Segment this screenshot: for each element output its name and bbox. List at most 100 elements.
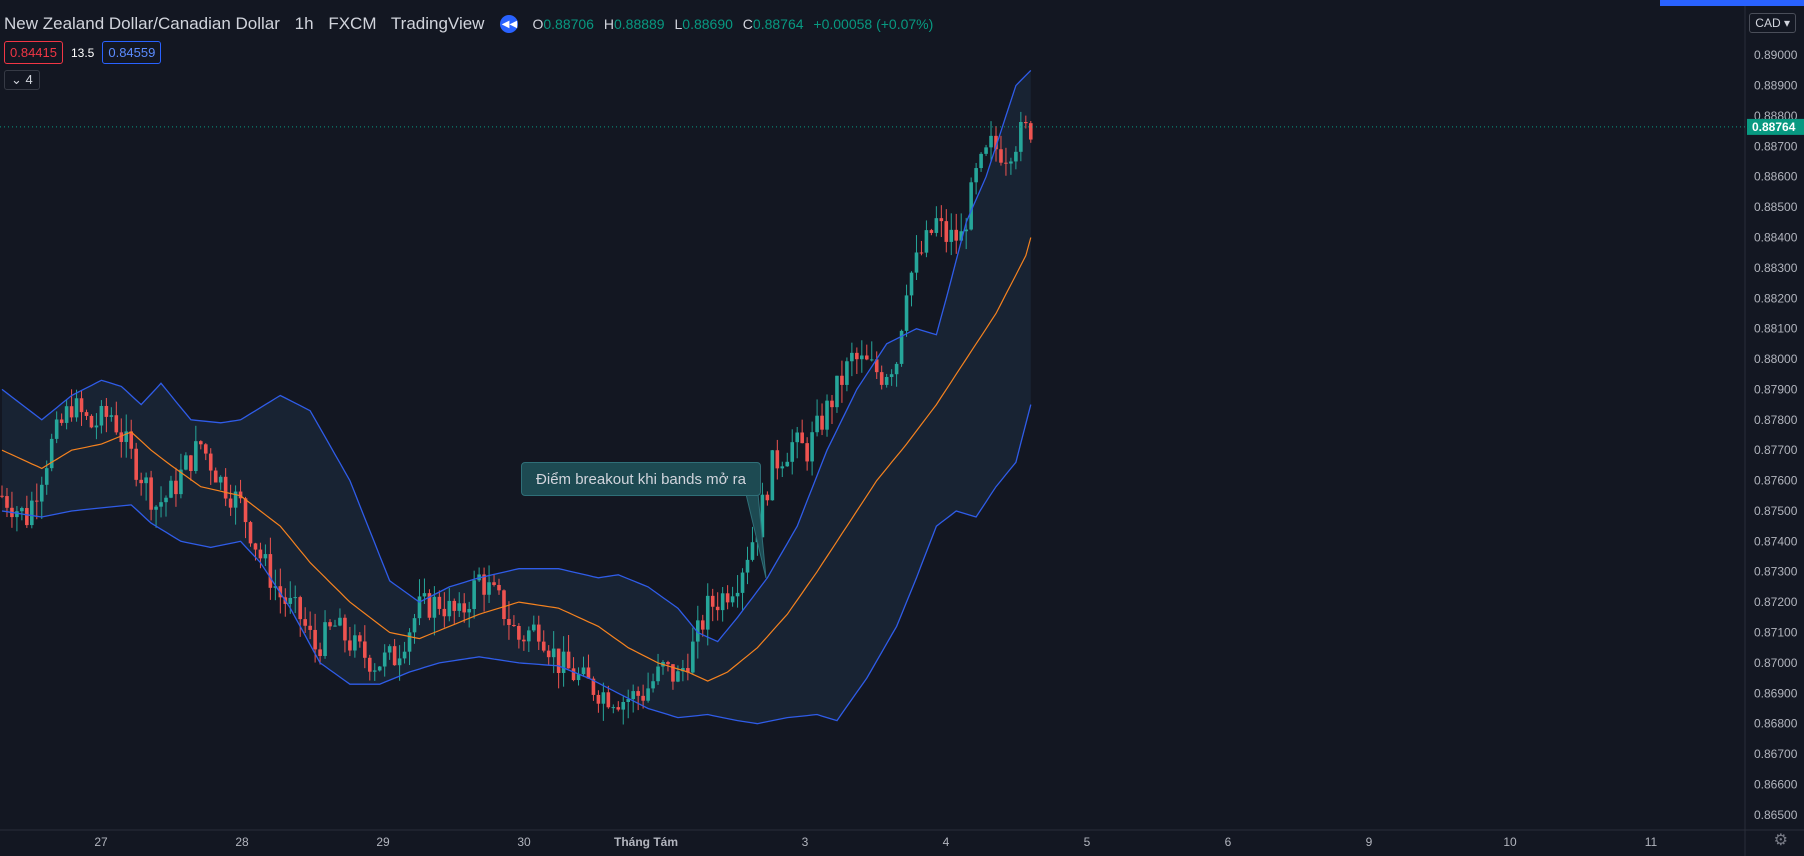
candle-body: [392, 646, 397, 666]
replay-icon[interactable]: ◀◀: [500, 15, 519, 33]
candle-body: [636, 691, 640, 696]
candle-body: [994, 135, 998, 150]
y-tick-label: 0.87200: [1754, 595, 1798, 609]
gear-icon[interactable]: ⚙: [1773, 832, 1788, 849]
candle-body: [512, 625, 516, 627]
candle-body: [377, 666, 382, 671]
candle-body: [497, 584, 501, 591]
candle-body: [452, 600, 457, 611]
symbol-info[interactable]: New Zealand Dollar/Canadian Dollar 1h FX…: [4, 14, 494, 34]
candle-body: [318, 649, 322, 656]
candle-body: [164, 497, 168, 503]
candle-body: [293, 597, 298, 599]
y-tick-label: 0.86600: [1754, 777, 1798, 791]
candle-body: [323, 622, 327, 656]
candle-body: [705, 595, 710, 630]
candle-body: [432, 596, 437, 618]
candle-body: [800, 432, 804, 444]
candle-body: [89, 415, 94, 428]
candle-body: [427, 593, 432, 618]
candle-body: [1019, 122, 1023, 152]
last-price-label: 0.88764: [1752, 120, 1796, 134]
candle-body: [949, 229, 954, 242]
candle-body: [820, 415, 824, 430]
candle-body: [134, 448, 138, 480]
candle-body: [860, 355, 864, 360]
candle-body: [899, 330, 904, 364]
candle-body: [467, 608, 471, 613]
candle-body: [223, 476, 228, 499]
y-tick-label: 0.87400: [1754, 534, 1798, 548]
candle-body: [586, 667, 591, 679]
candle-body: [397, 658, 402, 666]
currency-selector[interactable]: CAD ▾: [1749, 13, 1796, 33]
y-tick-label: 0.87000: [1754, 656, 1798, 670]
y-tick-label: 0.88900: [1754, 79, 1798, 93]
candle-body: [631, 691, 635, 700]
candle-body: [591, 678, 596, 695]
candle-body: [855, 352, 859, 360]
low-value: 0.88690: [682, 16, 733, 32]
candle-body: [889, 374, 894, 377]
candle-body: [119, 432, 124, 442]
y-tick-label: 0.88200: [1754, 291, 1798, 305]
candle-body: [124, 431, 129, 442]
candle-body: [288, 597, 293, 604]
candle-body: [909, 272, 914, 296]
candle-body: [44, 468, 49, 485]
high-label: H: [603, 16, 614, 32]
candle-body: [20, 508, 24, 512]
candle-body: [213, 470, 218, 483]
top-progress-bar: [1660, 0, 1804, 6]
close-label: C: [742, 16, 753, 32]
candle-body: [720, 593, 725, 611]
y-tick-label: 0.86500: [1754, 808, 1798, 822]
candle-body: [303, 619, 307, 626]
candle-body: [422, 593, 427, 597]
candle-body: [442, 608, 447, 617]
x-tick-label: 5: [1084, 835, 1091, 849]
annotation-callout[interactable]: Điểm breakout khi bands mở ra: [521, 462, 761, 496]
x-tick-label: 4: [943, 835, 950, 849]
candle-body: [278, 586, 283, 598]
candle-body: [243, 498, 248, 523]
candle-body: [487, 582, 491, 595]
candle-body: [531, 624, 536, 631]
y-tick-label: 0.88000: [1754, 352, 1798, 366]
candle-body: [621, 702, 626, 710]
candle-body: [1028, 123, 1033, 140]
candle-body: [372, 670, 377, 672]
candle-body: [457, 603, 462, 611]
candle-body: [144, 477, 148, 484]
candle-body: [437, 596, 442, 609]
candle-body: [566, 651, 571, 669]
candle-body: [203, 444, 208, 454]
candle-body: [686, 668, 690, 673]
candle-body: [715, 606, 720, 611]
candle-body: [522, 639, 526, 642]
candle-body: [765, 494, 770, 501]
candle-body: [99, 405, 104, 426]
x-tick-label: 11: [1645, 835, 1658, 849]
indicators-count: 4: [25, 72, 33, 87]
candle-body: [194, 441, 198, 472]
candle-body: [333, 625, 337, 627]
candle-body: [348, 640, 352, 651]
buy-price-button[interactable]: 0.84559: [102, 41, 162, 64]
candle-body: [606, 692, 611, 708]
candle-body: [268, 554, 273, 588]
candle-body: [974, 168, 978, 183]
y-tick-label: 0.88600: [1754, 170, 1798, 184]
candle-body: [999, 149, 1003, 163]
sell-price-button[interactable]: 0.84415: [4, 41, 63, 64]
candle-body: [363, 641, 367, 658]
ohlc-values: O0.88706 H0.88889 L0.88690 C0.88764 +0.0…: [532, 16, 933, 32]
candle-body: [1024, 122, 1028, 124]
candle-body: [725, 593, 730, 603]
y-tick-label: 0.88700: [1754, 139, 1798, 153]
indicators-toggle[interactable]: ⌄ 4: [4, 70, 40, 90]
candle-body: [696, 620, 700, 642]
candle-body: [1009, 161, 1013, 164]
candle-body: [879, 372, 884, 385]
